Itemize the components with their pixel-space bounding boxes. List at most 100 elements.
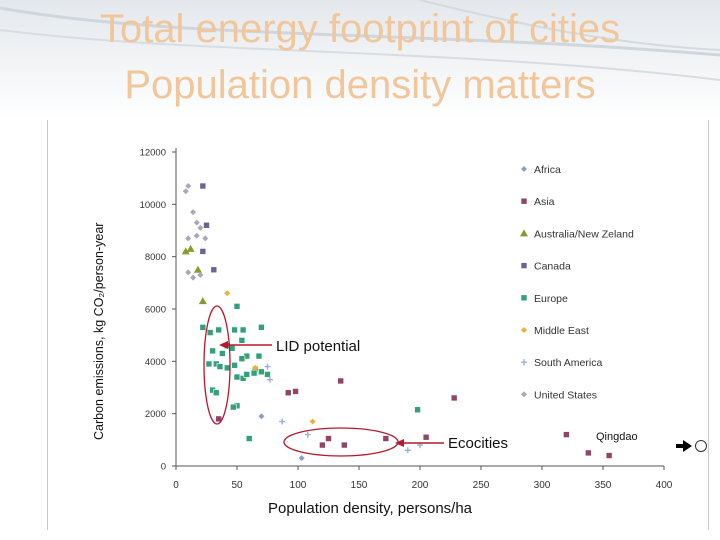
x-tick-label: 0 <box>173 480 179 491</box>
ecocities-ellipse <box>283 427 399 457</box>
data-point <box>414 406 421 414</box>
data-point <box>231 326 238 334</box>
ecocities-label: Ecocities <box>448 435 508 452</box>
legend-label: Asia <box>534 196 555 208</box>
data-point <box>185 235 192 242</box>
data-point <box>266 376 273 383</box>
legend-marker <box>521 327 527 333</box>
legend-label: Africa <box>534 164 561 176</box>
data-point <box>233 303 241 310</box>
y-tick-label: 2000 <box>145 409 166 420</box>
chart-frame <box>47 120 709 530</box>
data-point <box>209 347 216 355</box>
data-point <box>233 373 241 381</box>
data-point <box>264 363 271 370</box>
data-point <box>309 418 316 425</box>
data-point <box>292 388 299 395</box>
y-tick-label: 12000 <box>140 148 166 159</box>
data-point <box>231 361 238 369</box>
legend-label: South America <box>534 357 602 369</box>
data-point <box>252 364 259 371</box>
data-point <box>325 435 332 442</box>
qingdao-label: Qingdao <box>596 431 638 443</box>
x-tick-label: 300 <box>534 480 551 491</box>
legend-marker <box>521 359 527 366</box>
data-point <box>224 290 231 297</box>
x-tick-label: 50 <box>231 480 243 491</box>
data-point <box>298 455 305 462</box>
data-point <box>243 371 251 378</box>
legend-marker <box>520 262 528 269</box>
data-point <box>563 431 570 438</box>
lid-potential-label: LID potential <box>276 338 360 355</box>
qingdao-arrowhead <box>683 440 692 452</box>
y-axis-title: Carbon emissions, kg CO₂/person-year <box>92 222 106 440</box>
data-point <box>202 235 209 242</box>
y-tick-label: 10000 <box>140 200 166 211</box>
legend-label: Canada <box>534 261 571 273</box>
x-tick-label: 400 <box>656 480 673 491</box>
data-point <box>258 413 265 420</box>
legend-marker <box>520 197 528 205</box>
lid-potential-arrowhead <box>219 341 228 349</box>
x-axis-title: Population density, persons/ha <box>268 500 473 517</box>
data-point <box>199 182 207 190</box>
x-tick-label: 200 <box>412 480 429 491</box>
data-point <box>279 418 286 425</box>
data-point <box>203 221 210 229</box>
data-point <box>264 371 271 378</box>
data-point <box>304 431 311 438</box>
data-point <box>197 224 204 231</box>
data-point <box>238 355 246 363</box>
data-point <box>193 265 202 273</box>
x-tick-label: 350 <box>595 480 612 491</box>
data-point <box>245 435 253 442</box>
data-point <box>206 329 214 336</box>
data-point <box>199 324 207 331</box>
ecocities-arrowhead <box>395 439 404 447</box>
data-point <box>199 248 207 255</box>
x-tick-label: 100 <box>290 480 307 491</box>
y-tick-label: 6000 <box>145 305 166 316</box>
data-point <box>250 369 258 377</box>
data-point <box>182 188 189 195</box>
data-point <box>585 449 592 457</box>
data-point <box>450 394 458 402</box>
data-point <box>185 183 192 190</box>
data-point <box>605 452 613 459</box>
data-point <box>258 324 265 331</box>
data-point <box>219 350 226 357</box>
data-point <box>319 441 326 449</box>
slide-title-line-2: Population density matters <box>124 63 596 107</box>
data-point <box>186 244 195 252</box>
data-point <box>404 447 411 454</box>
legend-label: Europe <box>534 293 568 305</box>
data-point <box>382 435 390 442</box>
data-point <box>212 389 220 397</box>
slide-title-line-1: Total energy footprint of cities <box>99 7 621 51</box>
data-point <box>181 247 190 255</box>
data-point <box>258 368 265 376</box>
data-point <box>284 389 292 397</box>
legend-marker <box>520 229 528 237</box>
data-point <box>197 271 204 278</box>
legend-marker <box>521 391 527 398</box>
x-tick-label: 150 <box>351 480 368 491</box>
data-point <box>210 266 218 274</box>
legend-label: United States <box>534 389 597 401</box>
data-point <box>337 377 345 385</box>
y-tick-label: 4000 <box>145 357 166 368</box>
y-tick-label: 8000 <box>145 252 166 263</box>
data-point <box>422 433 430 441</box>
data-point <box>230 403 237 411</box>
data-point <box>190 274 197 281</box>
data-point <box>255 352 263 360</box>
data-point <box>205 360 213 368</box>
data-point <box>193 219 200 226</box>
data-point <box>239 326 247 334</box>
data-point <box>193 232 200 239</box>
legend-marker <box>520 294 528 302</box>
data-point <box>239 375 247 382</box>
qingdao-marker <box>695 440 707 452</box>
